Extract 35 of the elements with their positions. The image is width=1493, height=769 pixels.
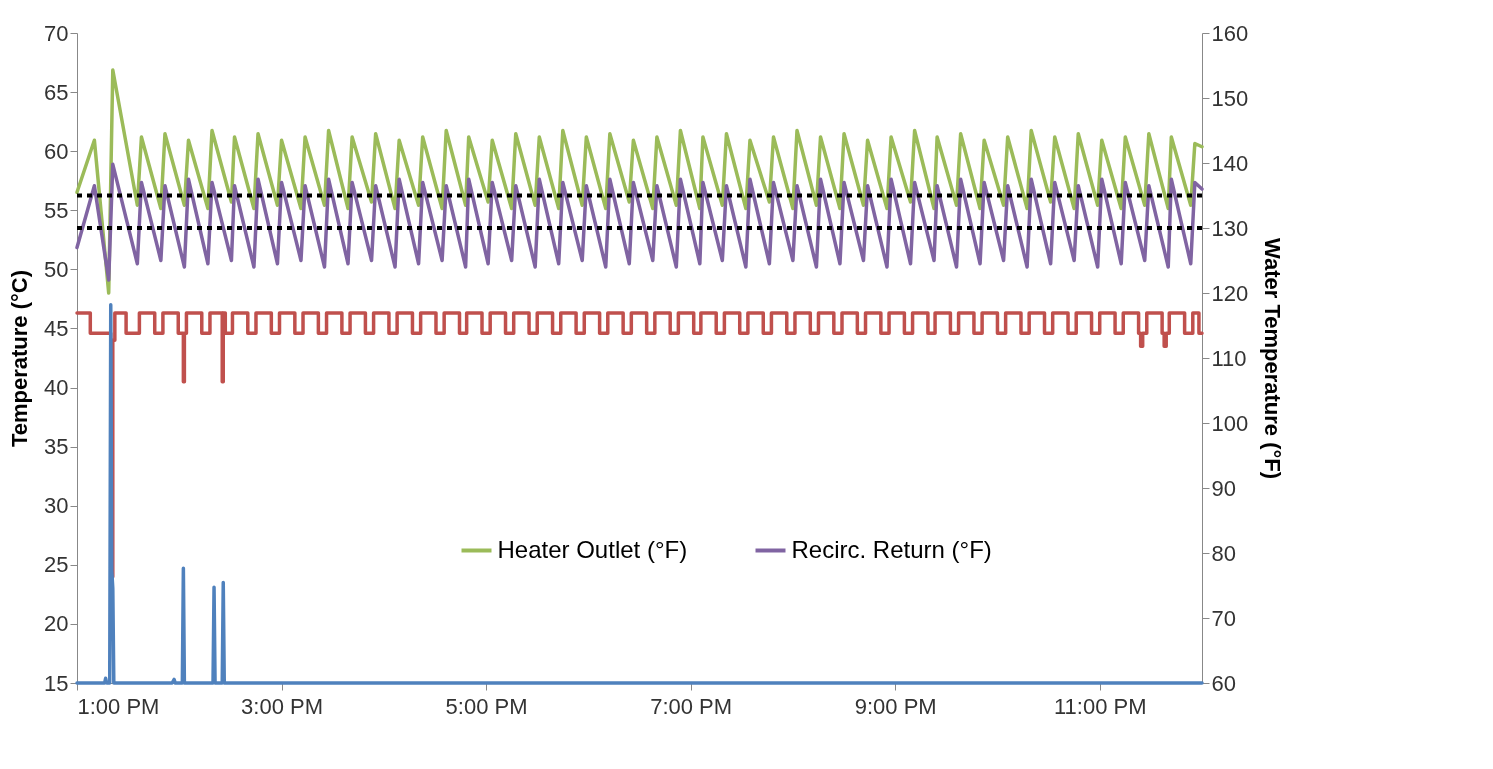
y-tick-label: 25 bbox=[44, 552, 69, 578]
x-tick-label: 7:00 PM bbox=[650, 693, 733, 719]
y-tick-label: 50 bbox=[44, 256, 69, 282]
line-series bbox=[75, 68, 1204, 295]
y-tick-label: 40 bbox=[44, 375, 69, 401]
y2-tick-label: 150 bbox=[1211, 85, 1249, 111]
y2-tick-label: 60 bbox=[1211, 670, 1236, 696]
x-tick-label: 9:00 PM bbox=[854, 693, 937, 719]
legend-label: Recirc. Return (°F) bbox=[791, 535, 992, 563]
y-tick-label: 55 bbox=[44, 197, 69, 223]
y-tick-label: 30 bbox=[44, 493, 69, 519]
y2-tick-label: 80 bbox=[1211, 540, 1236, 566]
y2-tick-label: 130 bbox=[1211, 215, 1249, 241]
line-series bbox=[75, 162, 1204, 282]
x-tick-label: 1:00 PM bbox=[77, 693, 160, 719]
y2-tick-label: 160 bbox=[1211, 20, 1249, 46]
x-tick-label: 3:00 PM bbox=[241, 693, 324, 719]
y-tick-label: 35 bbox=[44, 434, 69, 460]
y2-tick-label: 140 bbox=[1211, 150, 1249, 176]
x-tick-label: 5:00 PM bbox=[445, 693, 528, 719]
y2-tick-label: 90 bbox=[1211, 475, 1236, 501]
y-axis-title: Temperature (°C) bbox=[7, 269, 33, 448]
y-tick-label: 70 bbox=[44, 20, 69, 46]
y2-tick-label: 100 bbox=[1211, 410, 1249, 436]
y2-tick-label: 120 bbox=[1211, 280, 1249, 306]
y-tick-label: 65 bbox=[44, 79, 69, 105]
legend-label: Heater Outlet (°F) bbox=[497, 535, 688, 563]
y2-axis-title: Water Temperature (°F) bbox=[1260, 237, 1286, 480]
y-tick-label: 45 bbox=[44, 315, 69, 341]
y-tick-label: 20 bbox=[44, 611, 69, 637]
y-tick-label: 15 bbox=[44, 670, 69, 696]
y2-tick-label: 110 bbox=[1211, 345, 1247, 371]
y-tick-label: 60 bbox=[44, 138, 69, 164]
x-tick-label: 11:00 PM bbox=[1053, 693, 1147, 719]
y2-tick-label: 70 bbox=[1211, 605, 1236, 631]
